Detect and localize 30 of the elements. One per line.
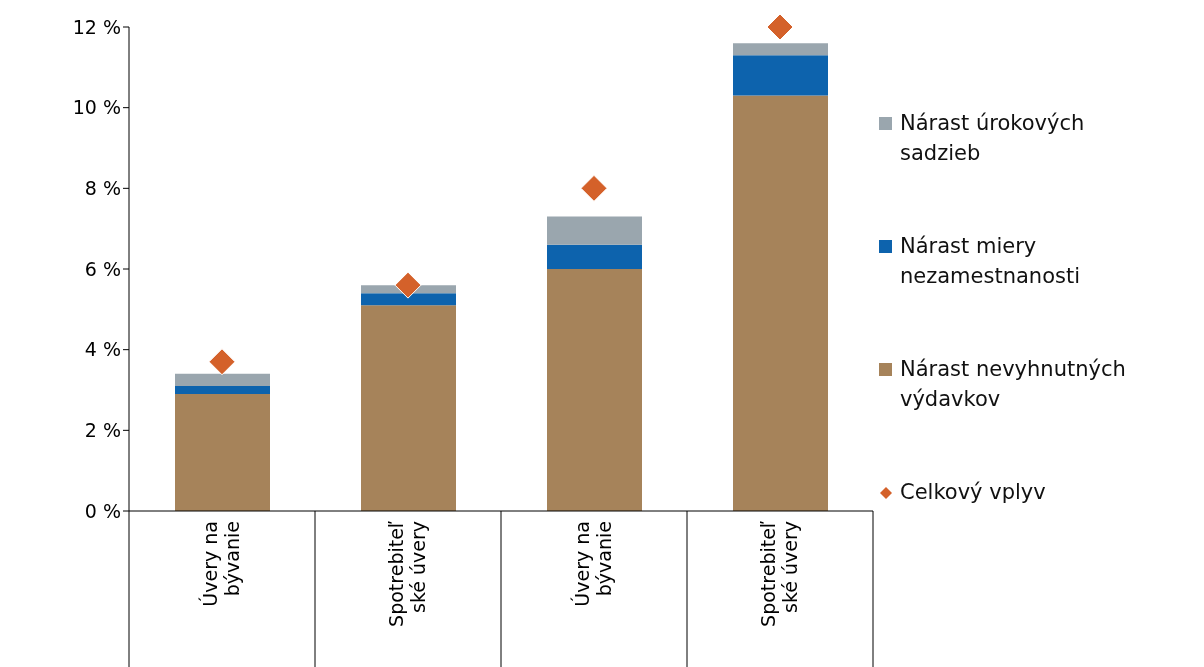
legend-label: Celkový vplyv (900, 479, 1047, 506)
bar (361, 293, 456, 306)
legend-label: Nárast nevyhnutných výdavkov (900, 356, 1127, 413)
point (580, 174, 608, 202)
bar (547, 269, 642, 511)
y-tick-label: 6 % (84, 257, 121, 280)
point (394, 271, 422, 299)
legend-label: Nárast úrokových sadzieb (900, 110, 1086, 167)
y-tick-label: 10 % (72, 96, 121, 119)
bar (733, 43, 828, 56)
point (208, 348, 236, 376)
y-tick-label: 12 % (72, 15, 121, 38)
x-tick-label: Spotrebiteľ ské úvery (757, 520, 801, 627)
y-tick-label: 8 % (84, 177, 121, 200)
y-tick-label: 4 % (84, 338, 121, 361)
bar (733, 95, 828, 511)
bar (547, 244, 642, 269)
bar (733, 55, 828, 96)
y-tick-label: 0 % (84, 499, 121, 522)
x-tick-label: Úvery na bývanie (570, 521, 615, 607)
y-tick-label: 2 % (84, 419, 121, 442)
bar (175, 394, 270, 511)
point (766, 13, 794, 41)
x-tick-label: Spotrebiteľ ské úvery (385, 520, 429, 627)
bar (547, 216, 642, 245)
bar (175, 373, 270, 386)
bar (175, 385, 270, 395)
legend-label: Nárast miery nezamestnanosti (900, 233, 1082, 290)
bar (361, 305, 456, 511)
x-tick-label: Úvery na bývanie (198, 521, 243, 607)
